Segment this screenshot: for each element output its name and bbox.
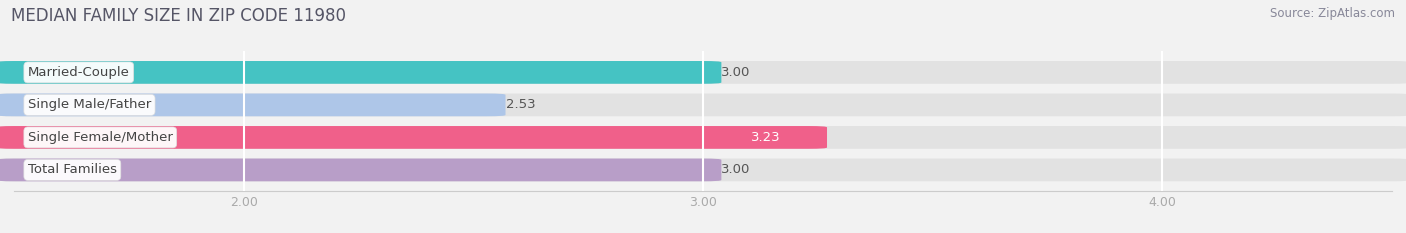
Text: 2.53: 2.53 [506, 98, 536, 111]
Text: 3.00: 3.00 [721, 163, 751, 176]
FancyBboxPatch shape [0, 61, 1406, 84]
FancyBboxPatch shape [0, 126, 827, 149]
FancyBboxPatch shape [0, 158, 721, 181]
Text: MEDIAN FAMILY SIZE IN ZIP CODE 11980: MEDIAN FAMILY SIZE IN ZIP CODE 11980 [11, 7, 346, 25]
FancyBboxPatch shape [0, 93, 506, 116]
Text: Source: ZipAtlas.com: Source: ZipAtlas.com [1270, 7, 1395, 20]
Text: Single Male/Father: Single Male/Father [28, 98, 150, 111]
Text: 3.23: 3.23 [751, 131, 782, 144]
Text: Total Families: Total Families [28, 163, 117, 176]
Text: Married-Couple: Married-Couple [28, 66, 129, 79]
FancyBboxPatch shape [0, 126, 1406, 149]
Text: 3.00: 3.00 [721, 66, 751, 79]
FancyBboxPatch shape [0, 61, 721, 84]
Text: Single Female/Mother: Single Female/Mother [28, 131, 173, 144]
FancyBboxPatch shape [0, 93, 1406, 116]
FancyBboxPatch shape [0, 158, 1406, 181]
